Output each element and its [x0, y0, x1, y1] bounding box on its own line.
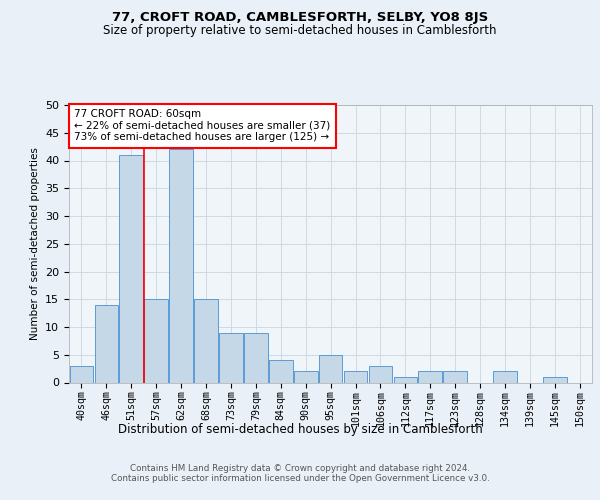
Bar — [368, 366, 392, 382]
Bar — [344, 372, 367, 382]
Bar — [194, 299, 218, 382]
Bar — [493, 372, 517, 382]
Text: Contains HM Land Registry data © Crown copyright and database right 2024.
Contai: Contains HM Land Registry data © Crown c… — [110, 464, 490, 483]
Bar — [244, 332, 268, 382]
Bar — [443, 372, 467, 382]
Bar — [294, 372, 317, 382]
Bar — [418, 372, 442, 382]
Bar — [543, 377, 566, 382]
Text: Size of property relative to semi-detached houses in Camblesforth: Size of property relative to semi-detach… — [103, 24, 497, 37]
Bar — [119, 155, 143, 382]
Text: 77 CROFT ROAD: 60sqm
← 22% of semi-detached houses are smaller (37)
73% of semi-: 77 CROFT ROAD: 60sqm ← 22% of semi-detac… — [74, 109, 331, 142]
Bar — [95, 305, 118, 382]
Bar — [169, 150, 193, 382]
Y-axis label: Number of semi-detached properties: Number of semi-detached properties — [29, 148, 40, 340]
Bar — [219, 332, 243, 382]
Bar — [319, 355, 343, 382]
Bar — [269, 360, 293, 382]
Bar — [70, 366, 93, 382]
Text: 77, CROFT ROAD, CAMBLESFORTH, SELBY, YO8 8JS: 77, CROFT ROAD, CAMBLESFORTH, SELBY, YO8… — [112, 11, 488, 24]
Bar — [394, 377, 417, 382]
Bar — [145, 299, 168, 382]
Text: Distribution of semi-detached houses by size in Camblesforth: Distribution of semi-detached houses by … — [118, 422, 482, 436]
